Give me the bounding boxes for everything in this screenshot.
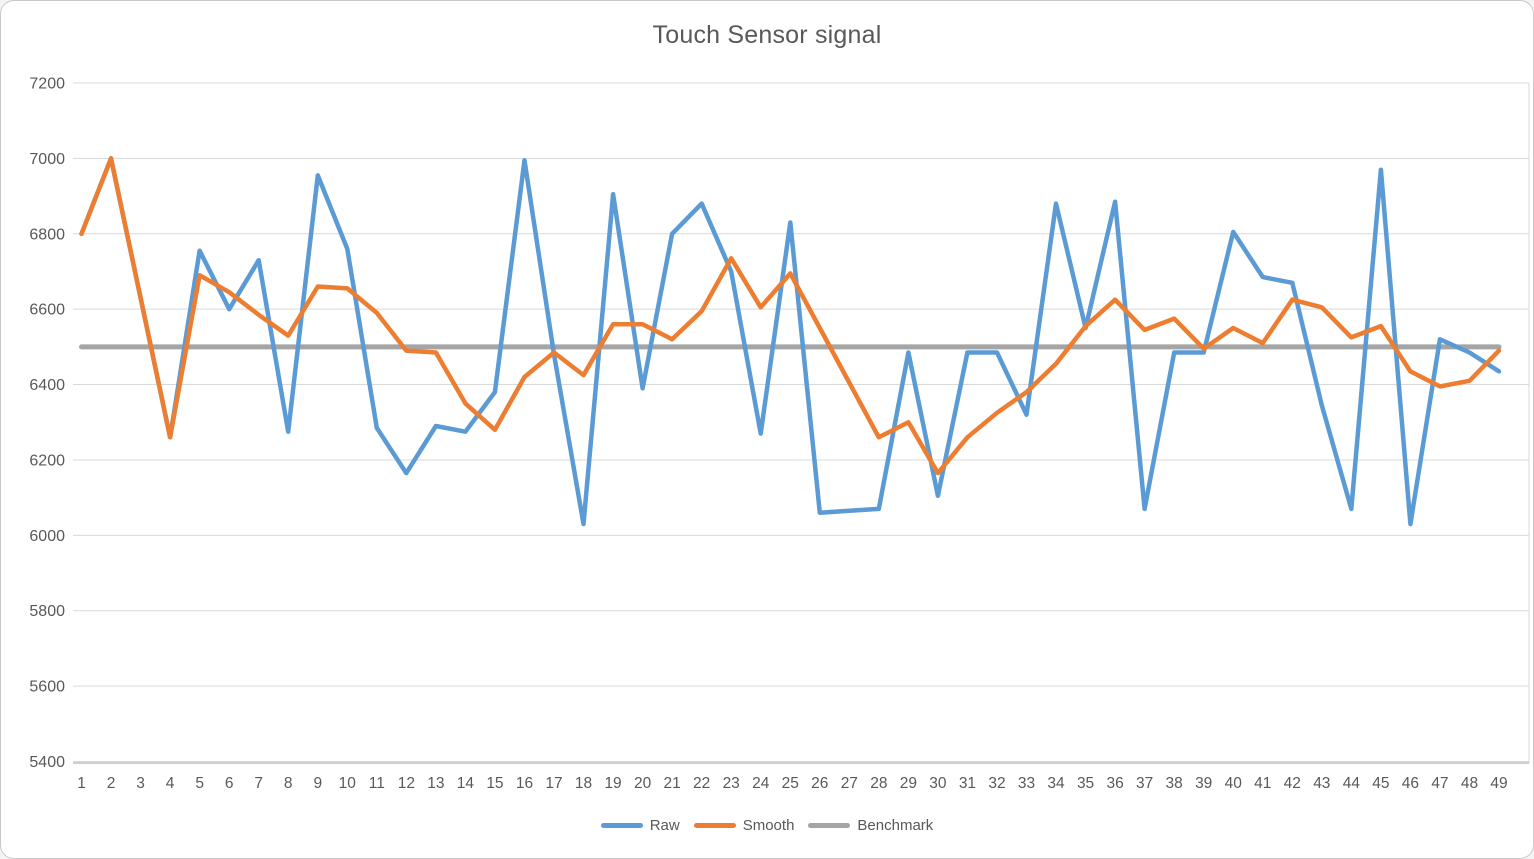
raw-line-icon (600, 823, 643, 828)
svg-text:23: 23 (723, 775, 740, 792)
chart-title: Touch Sensor signal (652, 21, 882, 49)
legend-item-benchmark: Benchmark (808, 817, 933, 834)
y-axis-labels: 5400 5600 5800 6000 6200 6400 6600 6800 7000 7200 (29, 76, 65, 772)
svg-text:2: 2 (107, 775, 116, 792)
svg-text:10: 10 (339, 775, 357, 792)
svg-text:5: 5 (195, 775, 204, 792)
svg-text:16: 16 (516, 775, 533, 792)
legend-label-raw: Raw (649, 817, 680, 834)
legend: Raw Smooth Benchmark (1, 817, 1533, 834)
svg-text:22: 22 (693, 775, 710, 792)
svg-text:17: 17 (545, 775, 562, 792)
svg-text:29: 29 (900, 775, 917, 792)
svg-text:27: 27 (841, 775, 858, 792)
smooth-line (79, 156, 1502, 476)
svg-text:41: 41 (1254, 775, 1271, 792)
benchmark-line-icon (808, 823, 851, 828)
svg-text:14: 14 (457, 775, 475, 792)
svg-text:39: 39 (1195, 775, 1212, 792)
svg-text:36: 36 (1106, 775, 1123, 792)
y-gridlines (73, 82, 1530, 763)
svg-text:5600: 5600 (29, 679, 65, 696)
svg-text:9: 9 (313, 775, 322, 792)
svg-text:26: 26 (811, 775, 828, 792)
svg-text:38: 38 (1166, 775, 1183, 792)
svg-text:47: 47 (1431, 775, 1448, 792)
svg-text:11: 11 (369, 775, 385, 792)
svg-text:35: 35 (1077, 775, 1094, 792)
svg-text:6600: 6600 (29, 302, 65, 319)
svg-text:32: 32 (988, 775, 1005, 792)
svg-text:28: 28 (870, 775, 887, 792)
legend-label-benchmark: Benchmark (857, 817, 934, 834)
svg-text:37: 37 (1136, 775, 1153, 792)
smooth-line-icon (693, 823, 736, 828)
chart-plot: 5400 5600 5800 6000 6200 6400 6600 6800 7000 7200… (29, 76, 1530, 792)
svg-text:33: 33 (1018, 775, 1035, 792)
svg-text:3: 3 (136, 775, 145, 792)
svg-text:44: 44 (1343, 775, 1361, 792)
legend-label-smooth: Smooth (742, 817, 795, 834)
svg-text:6200: 6200 (29, 452, 65, 469)
svg-text:6800: 6800 (29, 226, 65, 243)
svg-text:1: 1 (77, 775, 86, 792)
svg-text:24: 24 (752, 775, 770, 792)
svg-text:12: 12 (398, 775, 415, 792)
svg-text:5400: 5400 (29, 754, 65, 771)
svg-text:13: 13 (427, 775, 444, 792)
svg-text:34: 34 (1047, 775, 1065, 792)
svg-text:8: 8 (284, 775, 293, 792)
legend-item-raw: Raw (600, 817, 680, 834)
svg-text:19: 19 (604, 775, 621, 792)
svg-text:6: 6 (225, 775, 234, 792)
svg-text:21: 21 (664, 775, 681, 792)
svg-text:45: 45 (1372, 775, 1389, 792)
svg-text:7000: 7000 (29, 151, 65, 168)
svg-text:4: 4 (166, 775, 175, 792)
svg-text:20: 20 (634, 775, 652, 792)
svg-text:25: 25 (782, 775, 799, 792)
svg-text:42: 42 (1284, 775, 1301, 792)
svg-text:46: 46 (1402, 775, 1419, 792)
svg-text:6000: 6000 (29, 528, 65, 545)
svg-text:7200: 7200 (29, 76, 65, 93)
svg-text:31: 31 (959, 775, 976, 792)
x-axis-labels: 1 2 3 4 5 6 7 8 9 10 11 12 13 14 15 16 17 18 19 20 21 22 23 24 2… (77, 775, 1507, 792)
svg-text:6400: 6400 (29, 377, 65, 394)
svg-text:49: 49 (1490, 775, 1507, 792)
svg-text:48: 48 (1461, 775, 1478, 792)
legend-item-smooth: Smooth (693, 817, 795, 834)
svg-text:7: 7 (254, 775, 263, 792)
svg-text:43: 43 (1313, 775, 1330, 792)
svg-text:30: 30 (929, 775, 947, 792)
svg-text:40: 40 (1225, 775, 1243, 792)
svg-text:18: 18 (575, 775, 592, 792)
svg-text:15: 15 (486, 775, 503, 792)
raw-line (79, 156, 1502, 527)
svg-text:5800: 5800 (29, 603, 65, 620)
